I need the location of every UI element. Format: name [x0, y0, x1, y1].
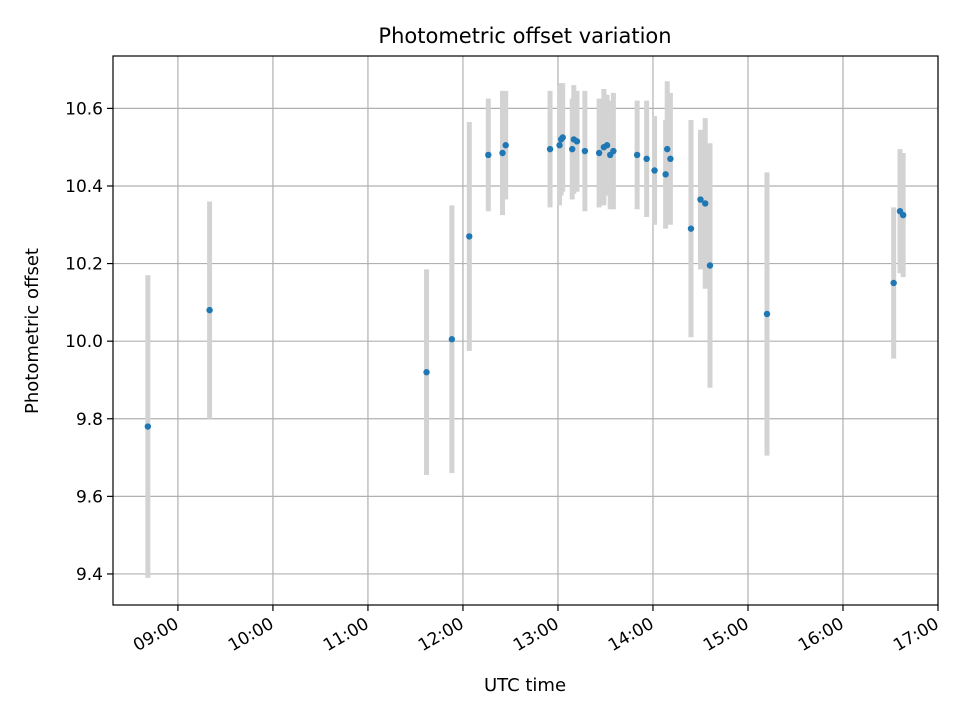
data-point	[499, 149, 506, 157]
y-tick-label: 10.4	[65, 177, 103, 197]
data-point	[569, 145, 576, 153]
data-point	[667, 155, 674, 163]
data-point	[144, 423, 152, 430]
data-point	[651, 167, 658, 174]
data-point	[603, 142, 611, 149]
y-tick-label: 9.4	[76, 565, 103, 585]
data-point	[546, 145, 554, 153]
data-point	[899, 211, 907, 219]
data-point	[662, 171, 669, 178]
y-tick-label: 9.8	[76, 410, 103, 430]
data-point	[466, 233, 473, 240]
y-axis-ticks: 9.4 9.6 9.8 10.0 10.2 10.4 10.6	[65, 99, 113, 585]
plot-frame	[112, 55, 939, 606]
y-tick-label: 10.6	[65, 99, 103, 119]
data-point	[643, 155, 650, 163]
y-tick-label: 9.6	[76, 487, 103, 507]
data-point	[664, 145, 671, 153]
data-point	[502, 142, 509, 149]
chart-title: Photometric offset variation	[378, 24, 671, 48]
data-point	[763, 310, 771, 318]
data-point	[485, 151, 492, 159]
data-point	[448, 336, 456, 343]
data-point	[702, 200, 709, 207]
data-point	[559, 134, 566, 141]
data-point	[595, 149, 603, 157]
data-point	[423, 369, 430, 376]
data-point	[573, 138, 581, 145]
y-axis-label: Photometric offset	[22, 248, 43, 414]
data-point	[890, 279, 897, 287]
x-axis-label: UTC time	[484, 675, 566, 696]
data-point	[706, 262, 714, 269]
data-point	[556, 142, 563, 149]
data-point	[633, 151, 641, 159]
y-tick-label: 10.2	[65, 255, 103, 275]
data-point	[697, 196, 704, 203]
y-tick-label: 10.0	[65, 332, 103, 352]
data-point	[610, 147, 617, 155]
data-point	[206, 306, 213, 314]
data-points	[144, 134, 907, 430]
data-point	[581, 147, 589, 155]
plot-area	[113, 56, 938, 605]
data-point	[687, 225, 695, 232]
